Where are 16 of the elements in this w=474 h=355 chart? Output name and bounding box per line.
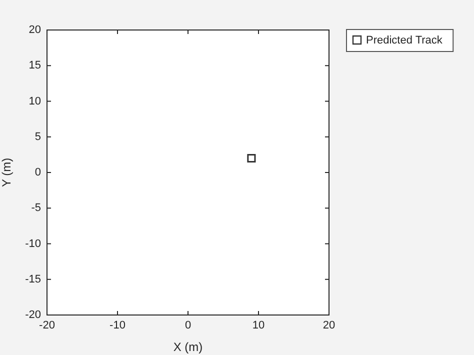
y-tick-label: 20 [28, 24, 41, 36]
y-tick-label: 5 [34, 130, 41, 143]
x-tick-label: 0 [184, 320, 192, 332]
y-tick-label: -5 [31, 202, 41, 214]
y-axis-title: Y (m) [0, 158, 14, 188]
y-tick-label: 15 [28, 60, 41, 72]
y-tick-label: -10 [25, 238, 41, 250]
x-tick-label: 10 [252, 320, 265, 332]
x-tick-label: 20 [322, 320, 336, 332]
x-axis-title: X (m) [173, 340, 203, 354]
y-tick-label: 10 [28, 95, 41, 108]
x-tick-label: -10 [110, 320, 126, 332]
y-tick-label: -20 [25, 309, 41, 322]
y-tick-label: -15 [25, 273, 41, 286]
legend-label: Predicted Track [366, 34, 443, 47]
y-tick-label: 0 [34, 166, 41, 179]
